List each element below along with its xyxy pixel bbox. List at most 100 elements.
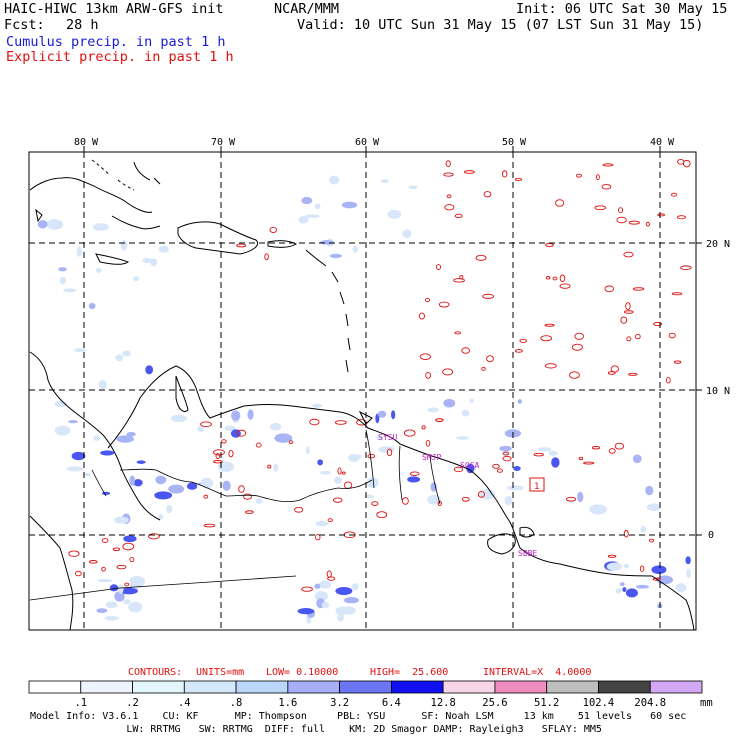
explicit-precip-contour xyxy=(238,485,245,493)
explicit-precip-contour xyxy=(657,213,666,217)
explicit-precip-contour xyxy=(101,566,106,572)
explicit-precip-contour xyxy=(502,455,512,462)
cumulus-precip-cell xyxy=(107,603,114,607)
cumulus-precip-cell xyxy=(319,580,332,589)
explicit-precip-contour xyxy=(559,283,571,289)
lon-label-60w: 60 W xyxy=(355,137,380,148)
colorbar-swatch xyxy=(494,680,548,694)
explicit-precip-contour xyxy=(445,160,451,168)
cumulus-precip-cell xyxy=(224,425,236,432)
cumulus-precip-cell xyxy=(352,245,359,253)
explicit-precip-contour xyxy=(419,353,431,360)
explicit-precip-contour xyxy=(403,429,416,437)
cumulus-precip-cell xyxy=(98,379,107,390)
cumulus-precip-cell xyxy=(335,606,350,616)
explicit-precip-contour xyxy=(501,170,508,178)
explicit-precip-contour xyxy=(129,557,135,563)
cumulus-precip-cell xyxy=(632,454,642,464)
explicit-precip-contour xyxy=(668,332,676,339)
cumulus-precip-cell xyxy=(402,229,412,239)
lat-label-equator: 0 xyxy=(708,530,714,541)
cumulus-precip-cell xyxy=(100,450,115,456)
contours-label: CONTOURS: xyxy=(128,667,183,678)
cumulus-precip-cell xyxy=(377,410,387,418)
cumulus-precip-cell xyxy=(456,436,470,440)
explicit-precip-contour xyxy=(475,254,487,261)
cumulus-precip-cell xyxy=(301,196,313,205)
explicit-precip-contour xyxy=(555,199,565,207)
lat-lon-grid xyxy=(29,152,696,630)
cumulus-precip-cell xyxy=(577,491,584,503)
colorbar-swatch xyxy=(390,680,444,694)
cumulus-precip-cell xyxy=(548,450,558,456)
explicit-precip-contour xyxy=(327,576,336,581)
explicit-precip-contour xyxy=(544,363,557,369)
station-labels: SYSU SMJP SOCA SBBE xyxy=(378,433,537,558)
cumulus-precip-cell xyxy=(101,491,111,495)
cumulus-precip-cell xyxy=(197,425,205,432)
explicit-precip-contour xyxy=(442,368,454,376)
cumulus-precip-cell xyxy=(95,267,102,273)
explicit-precip-contour xyxy=(215,453,220,459)
explicit-precip-contour xyxy=(645,221,650,227)
explicit-precip-contour xyxy=(68,550,80,557)
cumulus-precip-cell xyxy=(200,477,213,489)
explicit-precip-contour xyxy=(294,506,304,513)
explicit-precip-contour xyxy=(623,529,629,538)
explicit-precip-contour xyxy=(574,332,584,340)
explicit-precip-contour xyxy=(578,456,584,461)
colorbar xyxy=(28,680,703,694)
explicit-precip-contour xyxy=(569,371,580,379)
cumulus-precip-cell xyxy=(366,477,379,488)
colorbar-tick-label: 6.4 xyxy=(381,697,401,709)
cumulus-precip-cell xyxy=(443,398,456,408)
cumulus-precip-cell xyxy=(506,485,524,491)
cumulus-precip-cell xyxy=(589,504,607,515)
explicit-precip-contour xyxy=(386,448,393,457)
plot-title: HAIC-HIWC 13km ARW-GFS init xyxy=(4,1,224,17)
explicit-precip-contour xyxy=(665,376,671,384)
explicit-precip-contour xyxy=(437,500,442,507)
colorbar-tick-label: 102.4 xyxy=(582,697,615,709)
cumulus-precip-cell xyxy=(499,445,512,452)
cumulus-precip-cell xyxy=(109,584,119,592)
explicit-precip-contour xyxy=(446,194,452,199)
lon-label-40w: 40 W xyxy=(650,137,675,148)
cumulus-precip-cell xyxy=(97,579,113,583)
cumulus-precip-cell xyxy=(120,239,128,251)
cumulus-precip-cell xyxy=(364,494,375,499)
lat-label-20n: 20 N xyxy=(706,239,730,250)
explicit-precip-contour xyxy=(604,285,615,293)
explicit-precip-contour xyxy=(243,493,252,500)
cumulus-precip-cell xyxy=(391,410,396,420)
colorbar-tick-label: 3.2 xyxy=(330,697,350,709)
cumulus-precip-cell xyxy=(84,472,91,477)
cumulus-precip-cell xyxy=(54,425,71,436)
explicit-precip-contour xyxy=(461,496,470,502)
cumulus-precip-cell xyxy=(93,435,100,441)
explicit-precip-contour xyxy=(236,429,247,437)
colorbar-swatch xyxy=(546,680,599,694)
explicit-precip-contour xyxy=(200,421,212,427)
explicit-precip-contour xyxy=(477,491,486,498)
explicit-precip-contour xyxy=(565,496,577,502)
explicit-precip-contour xyxy=(676,215,686,220)
cumulus-precip-cell xyxy=(105,616,116,621)
cumulus-precip-cell xyxy=(136,460,146,464)
cumulus-precip-cell xyxy=(298,216,309,224)
colorbar-tick-label: .4 xyxy=(177,697,191,709)
explicit-precip-contour xyxy=(203,494,209,499)
cumulus-precip-cell xyxy=(168,484,185,494)
cumulus-precip-cell xyxy=(154,491,173,500)
cumulus-precip-cell xyxy=(625,588,638,598)
explicit-precip-contour xyxy=(326,570,332,578)
explicit-precip-contour xyxy=(559,274,566,283)
explicit-precip-contour xyxy=(213,460,223,464)
explicit-precip-contour xyxy=(315,534,321,541)
explicit-precip-contour xyxy=(341,471,346,475)
cumulus-precip-cell xyxy=(118,583,124,594)
explicit-precip-contour xyxy=(544,323,555,327)
cumulus-precip-cell xyxy=(114,591,125,602)
map-frame xyxy=(28,151,697,631)
colorbar-tick-label: .8 xyxy=(229,697,243,709)
